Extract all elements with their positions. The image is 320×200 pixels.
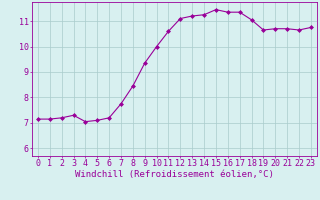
X-axis label: Windchill (Refroidissement éolien,°C): Windchill (Refroidissement éolien,°C) — [75, 170, 274, 179]
